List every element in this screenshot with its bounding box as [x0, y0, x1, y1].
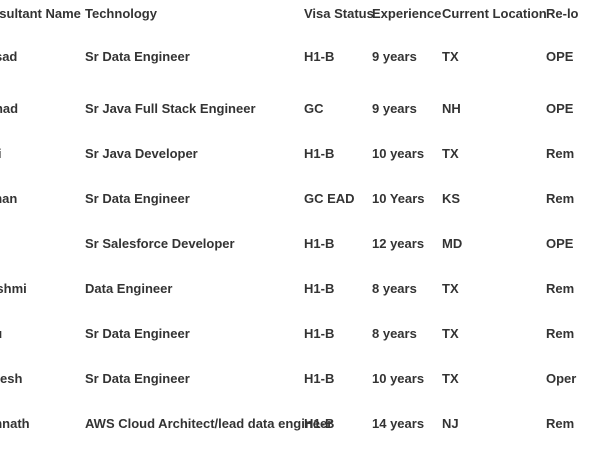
cell-current-location: NH: [442, 101, 461, 116]
header-experience: Experience: [372, 5, 442, 21]
cell-technology: Sr Data Engineer: [85, 326, 190, 341]
cell-current-location: NJ: [442, 416, 459, 431]
cell-experience: 9 years: [372, 101, 417, 116]
cell-consultant-name: Sita: [0, 221, 85, 266]
cell-experience: 12 years: [372, 236, 425, 251]
table-row: RaviSr Java Developer H1-B 10 years TX Rem: [0, 131, 600, 176]
cell-consultant-name: Ahmad: [0, 101, 19, 116]
cell-relocation: OPE: [546, 236, 574, 251]
table-row: Ahmad Sr Java Full Stack Engineer GC 9 year…: [0, 86, 600, 131]
cell-technology: Sr Java Full Stack Engineer: [85, 101, 256, 116]
cell-technology: AWS Cloud Architect/lead data engineer: [85, 416, 333, 431]
table-row: RajuSr Data Engineer H1-B 8 years TX Rem: [0, 311, 600, 356]
cell-visa-status: GC EAD: [304, 191, 355, 206]
cell-current-location: TX: [442, 281, 459, 296]
cell-technology: Sr Salesforce Developer: [85, 236, 235, 251]
table-row: Lakshmi Data Engineer H1-B 8 years TX Rem: [0, 266, 600, 311]
cell-consultant-name: Prasad: [0, 48, 18, 64]
table-row: Raman Sr Data Engineer GC EAD 10 Years KS Rem: [0, 176, 600, 221]
header-relocation: Re-lo: [546, 5, 579, 21]
header-row: Consultant Name Technology Visa Status E…: [0, 0, 600, 26]
cell-relocation: Rem: [546, 281, 575, 296]
cell-current-location: KS: [442, 191, 461, 206]
cell-consultant-name: Somnath: [0, 416, 30, 431]
cell-technology: Sr Data Engineer: [85, 48, 190, 64]
cell-relocation: Rem: [546, 191, 575, 206]
cell-visa-status: H1-B: [304, 416, 335, 431]
header-current-location: Current Location: [442, 5, 547, 21]
header-consultant-name: Consultant Name: [0, 5, 81, 21]
cell-visa-status: H1-B: [304, 326, 335, 341]
header-visa-status: Visa Status: [304, 5, 374, 21]
cell-current-location: TX: [442, 48, 459, 64]
header-technology: Technology: [85, 5, 157, 21]
table-row: Mahesh Sr Data Engineer H1-B 10 years TX Oper: [0, 356, 600, 401]
table-row: SitaSr Salesforce Developer H1-B 12 years M…: [0, 221, 600, 266]
cell-experience: 10 years: [372, 146, 425, 161]
cell-visa-status: GC: [304, 101, 324, 116]
cell-visa-status: H1-B: [304, 146, 335, 161]
table-header: Consultant Name Technology Visa Status E…: [0, 0, 600, 26]
cell-relocation: OPE: [546, 101, 574, 116]
cell-experience: 9 years: [372, 48, 417, 64]
cell-relocation: OPE: [546, 48, 574, 64]
cell-relocation: Rem: [546, 326, 575, 341]
cell-relocation: Rem: [546, 146, 575, 161]
cell-relocation: Oper: [546, 371, 577, 386]
cell-consultant-name: Ravi: [0, 131, 85, 176]
cell-visa-status: H1-B: [304, 236, 335, 251]
cell-visa-status: H1-B: [304, 281, 335, 296]
cell-technology: Data Engineer: [85, 281, 173, 296]
cell-current-location: MD: [442, 236, 463, 251]
cell-consultant-name: Lakshmi: [0, 281, 27, 296]
cell-experience: 8 years: [372, 326, 417, 341]
cell-experience: 14 years: [372, 416, 425, 431]
cell-consultant-name: Mahesh: [0, 371, 23, 386]
cell-consultant-name: Raman: [0, 191, 18, 206]
table-row: Somnath AWS Cloud Architect/lead data eng…: [0, 401, 600, 446]
cell-technology: Sr Data Engineer: [85, 191, 190, 206]
cell-technology: Sr Data Engineer: [85, 371, 190, 386]
cell-visa-status: H1-B: [304, 371, 335, 386]
cell-current-location: TX: [442, 371, 459, 386]
cell-technology: Sr Java Developer: [85, 146, 198, 161]
cell-current-location: TX: [442, 146, 459, 161]
cell-experience: 8 years: [372, 281, 417, 296]
cell-experience: 10 years: [372, 371, 425, 386]
cell-consultant-name: Raju: [0, 311, 85, 356]
cell-visa-status: H1-B: [304, 48, 335, 64]
cell-current-location: TX: [442, 326, 459, 341]
cell-experience: 10 Years: [372, 191, 425, 206]
cell-relocation: Rem: [546, 416, 575, 431]
table-row: Prasad Sr Data Engineer H1-B 9 years TX OPE: [0, 26, 600, 86]
